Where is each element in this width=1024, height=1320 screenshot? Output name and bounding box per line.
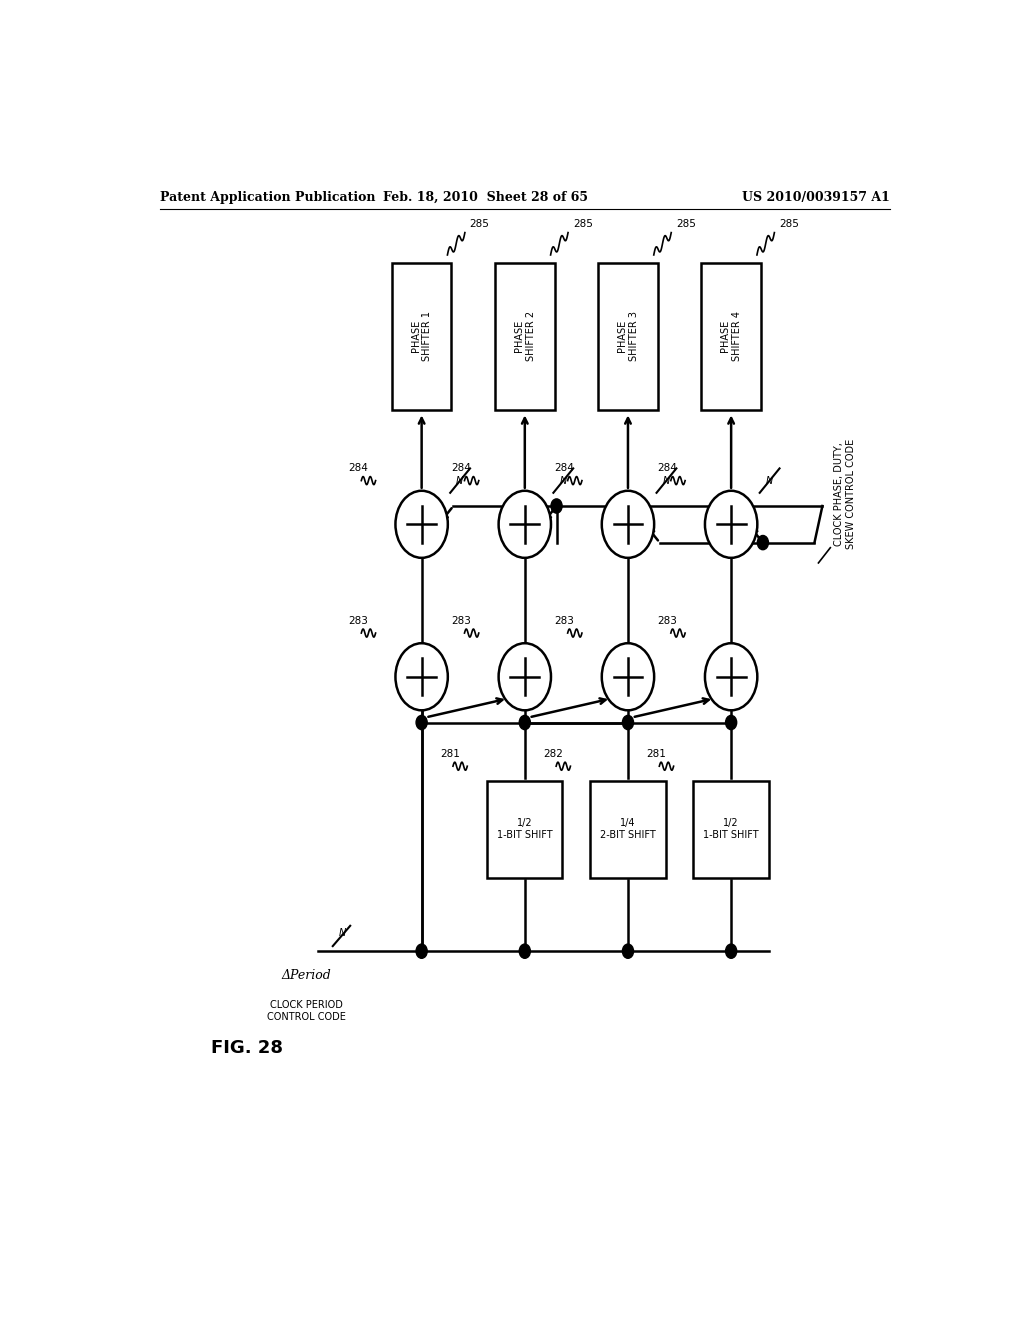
Text: 285: 285 — [470, 219, 489, 230]
Text: PHASE
SHIFTER 3: PHASE SHIFTER 3 — [617, 312, 639, 362]
Text: N: N — [766, 475, 773, 486]
Text: 281: 281 — [646, 748, 666, 759]
Text: US 2010/0039157 A1: US 2010/0039157 A1 — [742, 190, 890, 203]
Text: PHASE
SHIFTER 2: PHASE SHIFTER 2 — [514, 312, 536, 362]
Text: 1/4
2-BIT SHIFT: 1/4 2-BIT SHIFT — [600, 818, 655, 840]
Text: 283: 283 — [657, 616, 678, 626]
Bar — [598, 263, 657, 411]
Text: 1/2
1-BIT SHIFT: 1/2 1-BIT SHIFT — [703, 818, 759, 840]
Text: 1/2
1-BIT SHIFT: 1/2 1-BIT SHIFT — [497, 818, 553, 840]
Text: CLOCK PERIOD
CONTROL CODE: CLOCK PERIOD CONTROL CODE — [267, 1001, 346, 1022]
Text: FIG. 28: FIG. 28 — [211, 1039, 283, 1057]
Text: N: N — [339, 928, 346, 939]
Text: 283: 283 — [452, 616, 471, 626]
Circle shape — [551, 499, 562, 513]
Text: Patent Application Publication: Patent Application Publication — [160, 190, 375, 203]
Circle shape — [623, 944, 634, 958]
Bar — [590, 781, 666, 878]
Text: N: N — [663, 475, 670, 486]
Text: 285: 285 — [779, 219, 799, 230]
Text: ΔPeriod: ΔPeriod — [282, 969, 332, 982]
Bar — [495, 263, 555, 411]
Text: 282: 282 — [543, 748, 563, 759]
Bar — [693, 781, 769, 878]
Text: 283: 283 — [348, 616, 368, 626]
Circle shape — [395, 643, 447, 710]
Text: 284: 284 — [348, 463, 368, 474]
Bar — [701, 263, 761, 411]
Circle shape — [726, 944, 736, 958]
Text: CLOCK PHASE, DUTY,
SKEW CONTROL CODE: CLOCK PHASE, DUTY, SKEW CONTROL CODE — [835, 438, 856, 549]
Circle shape — [416, 715, 427, 730]
Circle shape — [705, 643, 758, 710]
Text: 284: 284 — [555, 463, 574, 474]
Circle shape — [519, 715, 530, 730]
Text: 281: 281 — [440, 748, 460, 759]
Circle shape — [705, 491, 758, 558]
Circle shape — [602, 491, 654, 558]
Circle shape — [726, 715, 736, 730]
Text: 283: 283 — [555, 616, 574, 626]
Text: 284: 284 — [452, 463, 471, 474]
Bar — [487, 781, 562, 878]
Bar — [392, 263, 452, 411]
Text: PHASE
SHIFTER 4: PHASE SHIFTER 4 — [720, 312, 742, 362]
Circle shape — [395, 491, 447, 558]
Text: PHASE
SHIFTER 1: PHASE SHIFTER 1 — [411, 312, 432, 362]
Circle shape — [758, 536, 768, 549]
Circle shape — [519, 944, 530, 958]
Circle shape — [499, 491, 551, 558]
Circle shape — [499, 643, 551, 710]
Text: Feb. 18, 2010  Sheet 28 of 65: Feb. 18, 2010 Sheet 28 of 65 — [383, 190, 588, 203]
Text: 284: 284 — [657, 463, 678, 474]
Circle shape — [623, 715, 634, 730]
Text: N: N — [456, 475, 463, 486]
Text: N: N — [559, 475, 566, 486]
Circle shape — [602, 643, 654, 710]
Circle shape — [416, 944, 427, 958]
Text: 285: 285 — [572, 219, 593, 230]
Text: 285: 285 — [676, 219, 696, 230]
